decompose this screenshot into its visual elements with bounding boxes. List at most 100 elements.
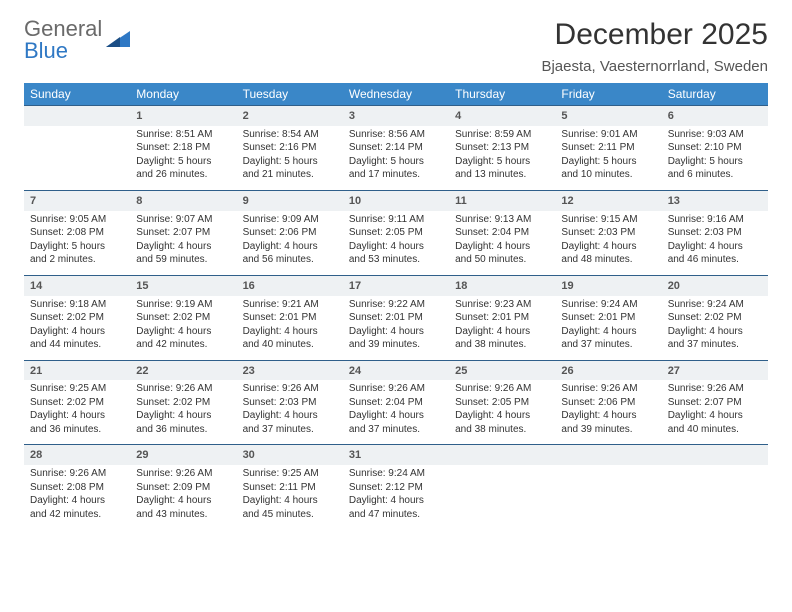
day-cell: Sunrise: 9:25 AMSunset: 2:02 PMDaylight:… <box>24 380 130 445</box>
sunrise-text: Sunrise: 9:26 AM <box>136 467 230 481</box>
day-info-row: Sunrise: 9:26 AMSunset: 2:08 PMDaylight:… <box>24 465 768 529</box>
daylight-text: Daylight: 4 hours and 40 minutes. <box>668 409 762 436</box>
daylight-text: Daylight: 4 hours and 44 minutes. <box>30 325 124 352</box>
day-cell: Sunrise: 9:25 AMSunset: 2:11 PMDaylight:… <box>237 465 343 529</box>
day-cell: Sunrise: 9:18 AMSunset: 2:02 PMDaylight:… <box>24 296 130 361</box>
day-number-row: 78910111213 <box>24 190 768 210</box>
day-cell: Sunrise: 9:03 AMSunset: 2:10 PMDaylight:… <box>662 126 768 191</box>
brand-triangle-icon <box>106 27 130 53</box>
day-number: 28 <box>24 445 130 465</box>
day-number: 12 <box>555 190 661 210</box>
sunset-text: Sunset: 2:02 PM <box>30 396 124 410</box>
daylight-text: Daylight: 4 hours and 40 minutes. <box>243 325 337 352</box>
sunrise-text: Sunrise: 9:26 AM <box>561 382 655 396</box>
daylight-text: Daylight: 4 hours and 38 minutes. <box>455 325 549 352</box>
sunrise-text: Sunrise: 9:13 AM <box>455 213 549 227</box>
day-cell: Sunrise: 9:01 AMSunset: 2:11 PMDaylight:… <box>555 126 661 191</box>
sunset-text: Sunset: 2:04 PM <box>349 396 443 410</box>
day-cell: Sunrise: 9:09 AMSunset: 2:06 PMDaylight:… <box>237 211 343 276</box>
day-number: 5 <box>555 106 661 126</box>
daylight-text: Daylight: 4 hours and 37 minutes. <box>561 325 655 352</box>
day-cell <box>662 465 768 529</box>
sunset-text: Sunset: 2:02 PM <box>136 311 230 325</box>
day-number: 3 <box>343 106 449 126</box>
sunrise-text: Sunrise: 9:18 AM <box>30 298 124 312</box>
sunrise-text: Sunrise: 9:22 AM <box>349 298 443 312</box>
day-number: 13 <box>662 190 768 210</box>
sunrise-text: Sunrise: 9:07 AM <box>136 213 230 227</box>
sunrise-text: Sunrise: 9:16 AM <box>668 213 762 227</box>
day-cell: Sunrise: 9:23 AMSunset: 2:01 PMDaylight:… <box>449 296 555 361</box>
day-number: 21 <box>24 360 130 380</box>
day-number: 4 <box>449 106 555 126</box>
day-cell: Sunrise: 9:05 AMSunset: 2:08 PMDaylight:… <box>24 211 130 276</box>
sunrise-text: Sunrise: 9:26 AM <box>136 382 230 396</box>
day-number: 16 <box>237 275 343 295</box>
daylight-text: Daylight: 4 hours and 42 minutes. <box>136 325 230 352</box>
sunrise-text: Sunrise: 9:25 AM <box>30 382 124 396</box>
day-number-row: 14151617181920 <box>24 275 768 295</box>
daylight-text: Daylight: 4 hours and 43 minutes. <box>136 494 230 521</box>
day-number-row: 21222324252627 <box>24 360 768 380</box>
day-number: 9 <box>237 190 343 210</box>
day-number: 23 <box>237 360 343 380</box>
brand-logo: General Blue <box>24 18 130 62</box>
sunrise-text: Sunrise: 9:19 AM <box>136 298 230 312</box>
sunset-text: Sunset: 2:04 PM <box>455 226 549 240</box>
sunset-text: Sunset: 2:01 PM <box>349 311 443 325</box>
day-number: 10 <box>343 190 449 210</box>
sunrise-text: Sunrise: 9:09 AM <box>243 213 337 227</box>
location-text: Bjaesta, Vaesternorrland, Sweden <box>541 58 768 75</box>
daylight-text: Daylight: 4 hours and 48 minutes. <box>561 240 655 267</box>
month-title: December 2025 <box>541 18 768 52</box>
sunrise-text: Sunrise: 9:26 AM <box>243 382 337 396</box>
sunset-text: Sunset: 2:01 PM <box>455 311 549 325</box>
sunrise-text: Sunrise: 8:54 AM <box>243 128 337 142</box>
day-cell: Sunrise: 9:15 AMSunset: 2:03 PMDaylight:… <box>555 211 661 276</box>
calendar-page: General Blue December 2025 Bjaesta, Vaes… <box>0 0 792 529</box>
weekday-header: Monday <box>130 83 236 106</box>
sunset-text: Sunset: 2:11 PM <box>561 141 655 155</box>
sunrise-text: Sunrise: 9:24 AM <box>668 298 762 312</box>
day-number-row: 28293031 <box>24 445 768 465</box>
day-cell: Sunrise: 8:51 AMSunset: 2:18 PMDaylight:… <box>130 126 236 191</box>
daylight-text: Daylight: 4 hours and 56 minutes. <box>243 240 337 267</box>
calendar-body: 123456Sunrise: 8:51 AMSunset: 2:18 PMDay… <box>24 106 768 530</box>
calendar-table: Sunday Monday Tuesday Wednesday Thursday… <box>24 83 768 529</box>
day-number: 1 <box>130 106 236 126</box>
sunset-text: Sunset: 2:08 PM <box>30 226 124 240</box>
day-number: 22 <box>130 360 236 380</box>
sunrise-text: Sunrise: 8:59 AM <box>455 128 549 142</box>
daylight-text: Daylight: 5 hours and 21 minutes. <box>243 155 337 182</box>
sunrise-text: Sunrise: 9:24 AM <box>349 467 443 481</box>
day-number <box>24 106 130 126</box>
sunset-text: Sunset: 2:03 PM <box>243 396 337 410</box>
weekday-header: Thursday <box>449 83 555 106</box>
day-number: 17 <box>343 275 449 295</box>
day-number: 30 <box>237 445 343 465</box>
sunset-text: Sunset: 2:06 PM <box>561 396 655 410</box>
day-number <box>555 445 661 465</box>
header: General Blue December 2025 Bjaesta, Vaes… <box>24 18 768 75</box>
sunset-text: Sunset: 2:18 PM <box>136 141 230 155</box>
day-cell: Sunrise: 9:16 AMSunset: 2:03 PMDaylight:… <box>662 211 768 276</box>
day-cell: Sunrise: 9:21 AMSunset: 2:01 PMDaylight:… <box>237 296 343 361</box>
day-info-row: Sunrise: 9:25 AMSunset: 2:02 PMDaylight:… <box>24 380 768 445</box>
day-number: 31 <box>343 445 449 465</box>
sunset-text: Sunset: 2:13 PM <box>455 141 549 155</box>
day-cell: Sunrise: 9:24 AMSunset: 2:01 PMDaylight:… <box>555 296 661 361</box>
sunrise-text: Sunrise: 9:26 AM <box>455 382 549 396</box>
day-cell: Sunrise: 9:26 AMSunset: 2:04 PMDaylight:… <box>343 380 449 445</box>
daylight-text: Daylight: 4 hours and 36 minutes. <box>136 409 230 436</box>
day-cell <box>449 465 555 529</box>
day-number: 7 <box>24 190 130 210</box>
day-cell: Sunrise: 9:26 AMSunset: 2:02 PMDaylight:… <box>130 380 236 445</box>
daylight-text: Daylight: 4 hours and 45 minutes. <box>243 494 337 521</box>
day-number: 29 <box>130 445 236 465</box>
sunset-text: Sunset: 2:02 PM <box>668 311 762 325</box>
daylight-text: Daylight: 4 hours and 39 minutes. <box>349 325 443 352</box>
weekday-header: Friday <box>555 83 661 106</box>
sunset-text: Sunset: 2:02 PM <box>136 396 230 410</box>
weekday-header: Saturday <box>662 83 768 106</box>
sunrise-text: Sunrise: 9:21 AM <box>243 298 337 312</box>
